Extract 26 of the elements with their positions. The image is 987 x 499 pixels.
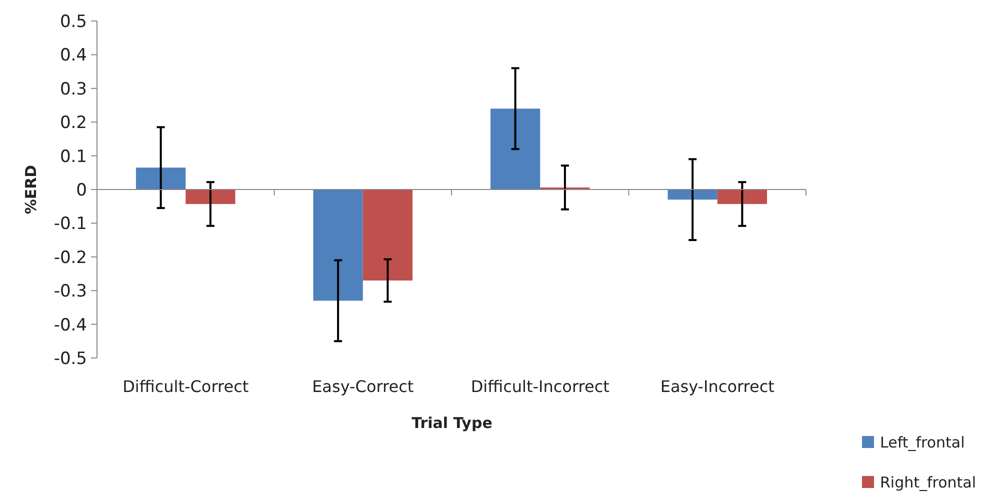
y-tick-label: -0.2	[54, 248, 87, 268]
legend-label: Left_frontal	[880, 433, 965, 452]
y-tick-label: -0.5	[54, 348, 87, 369]
bar	[490, 108, 540, 190]
x-tick-label: Difficult-Incorrect	[470, 377, 610, 396]
x-tick-label: Easy-Correct	[312, 377, 414, 396]
bar	[717, 190, 768, 204]
bar	[668, 190, 718, 200]
y-tick-label: 0.2	[60, 113, 87, 134]
y-tick-label: 0.4	[60, 46, 87, 66]
bar	[362, 190, 413, 280]
x-axis-title: Trial Type	[412, 414, 492, 432]
bar	[186, 190, 236, 204]
bar	[136, 168, 186, 190]
y-axis-title: %ERD	[22, 164, 40, 214]
x-tick-label: Easy-Incorrect	[660, 377, 774, 396]
y-tick-label: 0.1	[60, 146, 87, 167]
y-tick-label: -0.3	[54, 282, 87, 302]
y-tick-label: -0.4	[54, 315, 87, 336]
y-tick-label: -0.1	[54, 214, 87, 234]
y-tick-label: 0.5	[60, 12, 87, 32]
bar	[313, 190, 363, 301]
legend-label: Right_frontal	[880, 473, 976, 492]
x-tick-label: Difficult-Correct	[122, 377, 249, 396]
y-tick-label: 0	[76, 180, 87, 200]
y-tick-label: 0.3	[60, 79, 87, 100]
